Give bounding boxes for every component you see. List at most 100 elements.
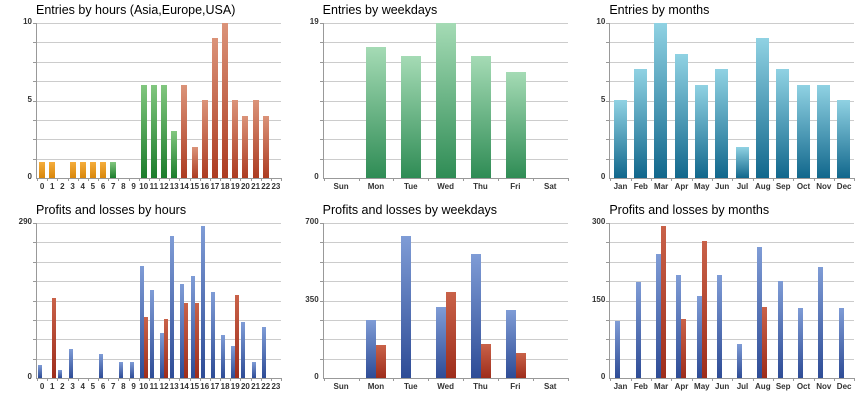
bar-profits-apr[interactable] — [676, 275, 682, 378]
bar-profits-fri[interactable] — [505, 310, 516, 378]
bar-losses-1[interactable] — [52, 298, 56, 378]
bar-profits-jun[interactable] — [717, 275, 723, 378]
bar-entries-fri[interactable] — [505, 72, 526, 178]
bar-usa-19[interactable] — [232, 100, 238, 178]
x-axis-tick — [813, 378, 815, 381]
bar-profits-9[interactable] — [130, 362, 134, 378]
bar-entries-nov[interactable] — [817, 85, 831, 178]
bar-profits-15[interactable] — [191, 276, 195, 378]
bar-profits-14[interactable] — [180, 284, 184, 378]
bar-profits-jan[interactable] — [615, 321, 621, 378]
bar-entries-may[interactable] — [695, 85, 709, 178]
bar-usa-17[interactable] — [212, 38, 218, 178]
bar-losses-mon[interactable] — [375, 345, 386, 378]
bar-entries-oct[interactable] — [797, 85, 811, 178]
bar-profits-11[interactable] — [150, 290, 154, 378]
bar-profits-19[interactable] — [231, 346, 235, 378]
bar-losses-apr[interactable] — [681, 319, 687, 378]
x-axis-label: Jan — [613, 182, 628, 191]
bar-losses-14[interactable] — [184, 303, 188, 378]
bar-europe-7[interactable] — [110, 162, 116, 178]
x-axis-label: May — [694, 382, 710, 391]
y-axis-tick — [606, 81, 611, 83]
bar-losses-fri[interactable] — [515, 353, 526, 378]
bar-asia-1[interactable] — [49, 162, 55, 178]
bar-entries-tue[interactable] — [400, 56, 421, 178]
x-axis-label: 22 — [261, 182, 271, 191]
bar-profits-jul[interactable] — [737, 344, 743, 378]
bar-profits-mon[interactable] — [365, 320, 376, 378]
bar-profits-16[interactable] — [201, 226, 205, 378]
bar-losses-19[interactable] — [235, 295, 239, 378]
bar-europe-12[interactable] — [161, 85, 167, 178]
bar-entries-aug[interactable] — [756, 38, 770, 178]
bar-asia-0[interactable] — [39, 162, 45, 178]
bar-asia-4[interactable] — [80, 162, 86, 178]
bar-europe-11[interactable] — [151, 85, 157, 178]
bar-entries-wed[interactable] — [435, 23, 456, 178]
bar-profits-tue[interactable] — [400, 236, 411, 378]
bar-profits-may[interactable] — [697, 296, 703, 378]
x-axis-tick — [148, 378, 150, 381]
bar-europe-13[interactable] — [171, 131, 177, 178]
bar-losses-may[interactable] — [702, 241, 708, 378]
bar-losses-10[interactable] — [144, 317, 148, 378]
x-axis-tick — [610, 378, 612, 381]
x-axis-label: Thu — [473, 182, 488, 191]
bar-profits-18[interactable] — [221, 335, 225, 378]
bar-entries-jun[interactable] — [715, 69, 729, 178]
bar-profits-21[interactable] — [252, 362, 256, 378]
bar-entries-apr[interactable] — [675, 54, 689, 178]
bar-profits-17[interactable] — [211, 292, 215, 378]
bar-entries-sep[interactable] — [776, 69, 790, 178]
bar-profits-10[interactable] — [140, 266, 144, 378]
bar-profits-aug[interactable] — [757, 247, 763, 378]
bar-profits-3[interactable] — [69, 349, 73, 378]
bar-profits-nov[interactable] — [818, 267, 824, 378]
bar-entries-jan[interactable] — [614, 100, 628, 178]
bar-entries-feb[interactable] — [634, 69, 648, 178]
x-axis-tick — [189, 178, 191, 181]
bar-losses-mar[interactable] — [661, 226, 667, 378]
chart-plot-area: 0 350 700 Sun Mon Tue Wed Thu Fri Sat — [305, 218, 569, 391]
bar-profits-6[interactable] — [99, 354, 103, 378]
bar-profits-thu[interactable] — [470, 254, 481, 378]
bar-asia-6[interactable] — [100, 162, 106, 178]
bar-profits-mar[interactable] — [656, 254, 662, 378]
bar-losses-15[interactable] — [195, 303, 199, 378]
bar-usa-14[interactable] — [181, 85, 187, 178]
bar-profits-22[interactable] — [262, 327, 266, 378]
bar-entries-mon[interactable] — [365, 47, 386, 178]
bar-europe-10[interactable] — [141, 85, 147, 178]
bar-entries-thu[interactable] — [470, 56, 491, 178]
bar-usa-21[interactable] — [253, 100, 259, 178]
chart-plot-area: 0 150 300 Jan Feb Mar Apr May Jun Jul Aug Sep Oct Nov… — [592, 218, 856, 391]
bar-profits-2[interactable] — [58, 370, 62, 378]
bar-losses-12[interactable] — [164, 319, 168, 378]
bar-profits-oct[interactable] — [798, 308, 804, 378]
bar-profits-feb[interactable] — [636, 282, 642, 378]
bar-profits-dec[interactable] — [839, 308, 845, 378]
bar-losses-aug[interactable] — [762, 307, 768, 378]
bar-entries-dec[interactable] — [837, 100, 851, 178]
bar-profits-sep[interactable] — [778, 281, 784, 378]
bar-usa-16[interactable] — [202, 100, 208, 178]
bar-asia-3[interactable] — [70, 162, 76, 178]
bar-profits-8[interactable] — [119, 362, 123, 378]
bar-profits-0[interactable] — [38, 365, 42, 378]
bar-usa-20[interactable] — [242, 116, 248, 178]
bar-usa-15[interactable] — [192, 147, 198, 178]
bar-profits-20[interactable] — [241, 322, 245, 378]
bar-losses-thu[interactable] — [480, 344, 491, 378]
bar-profits-13[interactable] — [170, 236, 174, 378]
bar-usa-22[interactable] — [263, 116, 269, 178]
bar-usa-18[interactable] — [222, 23, 228, 178]
bar-asia-5[interactable] — [90, 162, 96, 178]
x-axis-tick — [752, 178, 754, 181]
gridline — [323, 281, 568, 283]
bar-entries-mar[interactable] — [654, 23, 668, 178]
bar-profits-12[interactable] — [160, 333, 164, 378]
bar-entries-jul[interactable] — [736, 147, 750, 178]
bar-profits-wed[interactable] — [435, 307, 446, 378]
bar-losses-wed[interactable] — [445, 292, 456, 378]
